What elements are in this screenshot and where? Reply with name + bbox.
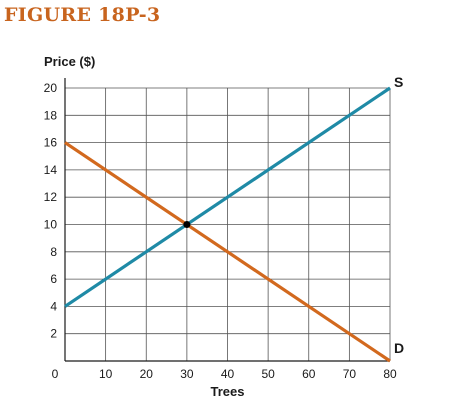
y-axis-label: Price ($) bbox=[44, 54, 95, 69]
origin-label: 0 bbox=[52, 367, 59, 381]
series-line-s bbox=[64, 86, 391, 308]
y-tick-label-16: 16 bbox=[44, 136, 58, 150]
y-tick-label-6: 6 bbox=[50, 272, 57, 286]
x-axis-label: Trees bbox=[211, 384, 245, 399]
y-tick-label-12: 12 bbox=[44, 190, 58, 204]
figure-title: FIGURE 18P-3 bbox=[4, 4, 161, 26]
series-label-d: D bbox=[394, 340, 404, 356]
x-tick-label-40: 40 bbox=[221, 367, 235, 381]
x-tick-label-60: 60 bbox=[302, 367, 316, 381]
x-tick-label-30: 30 bbox=[180, 367, 194, 381]
x-tick-label-70: 70 bbox=[343, 367, 357, 381]
series-label-s: S bbox=[394, 74, 403, 90]
y-tick-label-8: 8 bbox=[50, 245, 57, 259]
x-tick-label-80: 80 bbox=[383, 367, 397, 381]
y-tick-label-14: 14 bbox=[44, 163, 58, 177]
x-tick-label-10: 10 bbox=[99, 367, 113, 381]
y-tick-label-10: 10 bbox=[44, 218, 58, 232]
chart-series: SD bbox=[64, 74, 404, 363]
y-tick-label-2: 2 bbox=[50, 327, 57, 341]
x-tick-label-50: 50 bbox=[261, 367, 275, 381]
y-tick-label-4: 4 bbox=[50, 299, 57, 313]
y-tick-label-20: 20 bbox=[44, 81, 58, 95]
y-tick-label-18: 18 bbox=[44, 108, 58, 122]
equilibrium-point bbox=[183, 221, 191, 228]
series-line-d bbox=[64, 141, 391, 363]
x-tick-label-20: 20 bbox=[140, 367, 154, 381]
chart-tick-labels: 2 4 6 8 10 12 14 16 18 20 10 20 30 40 50 60 70 80 0 bbox=[44, 81, 397, 381]
